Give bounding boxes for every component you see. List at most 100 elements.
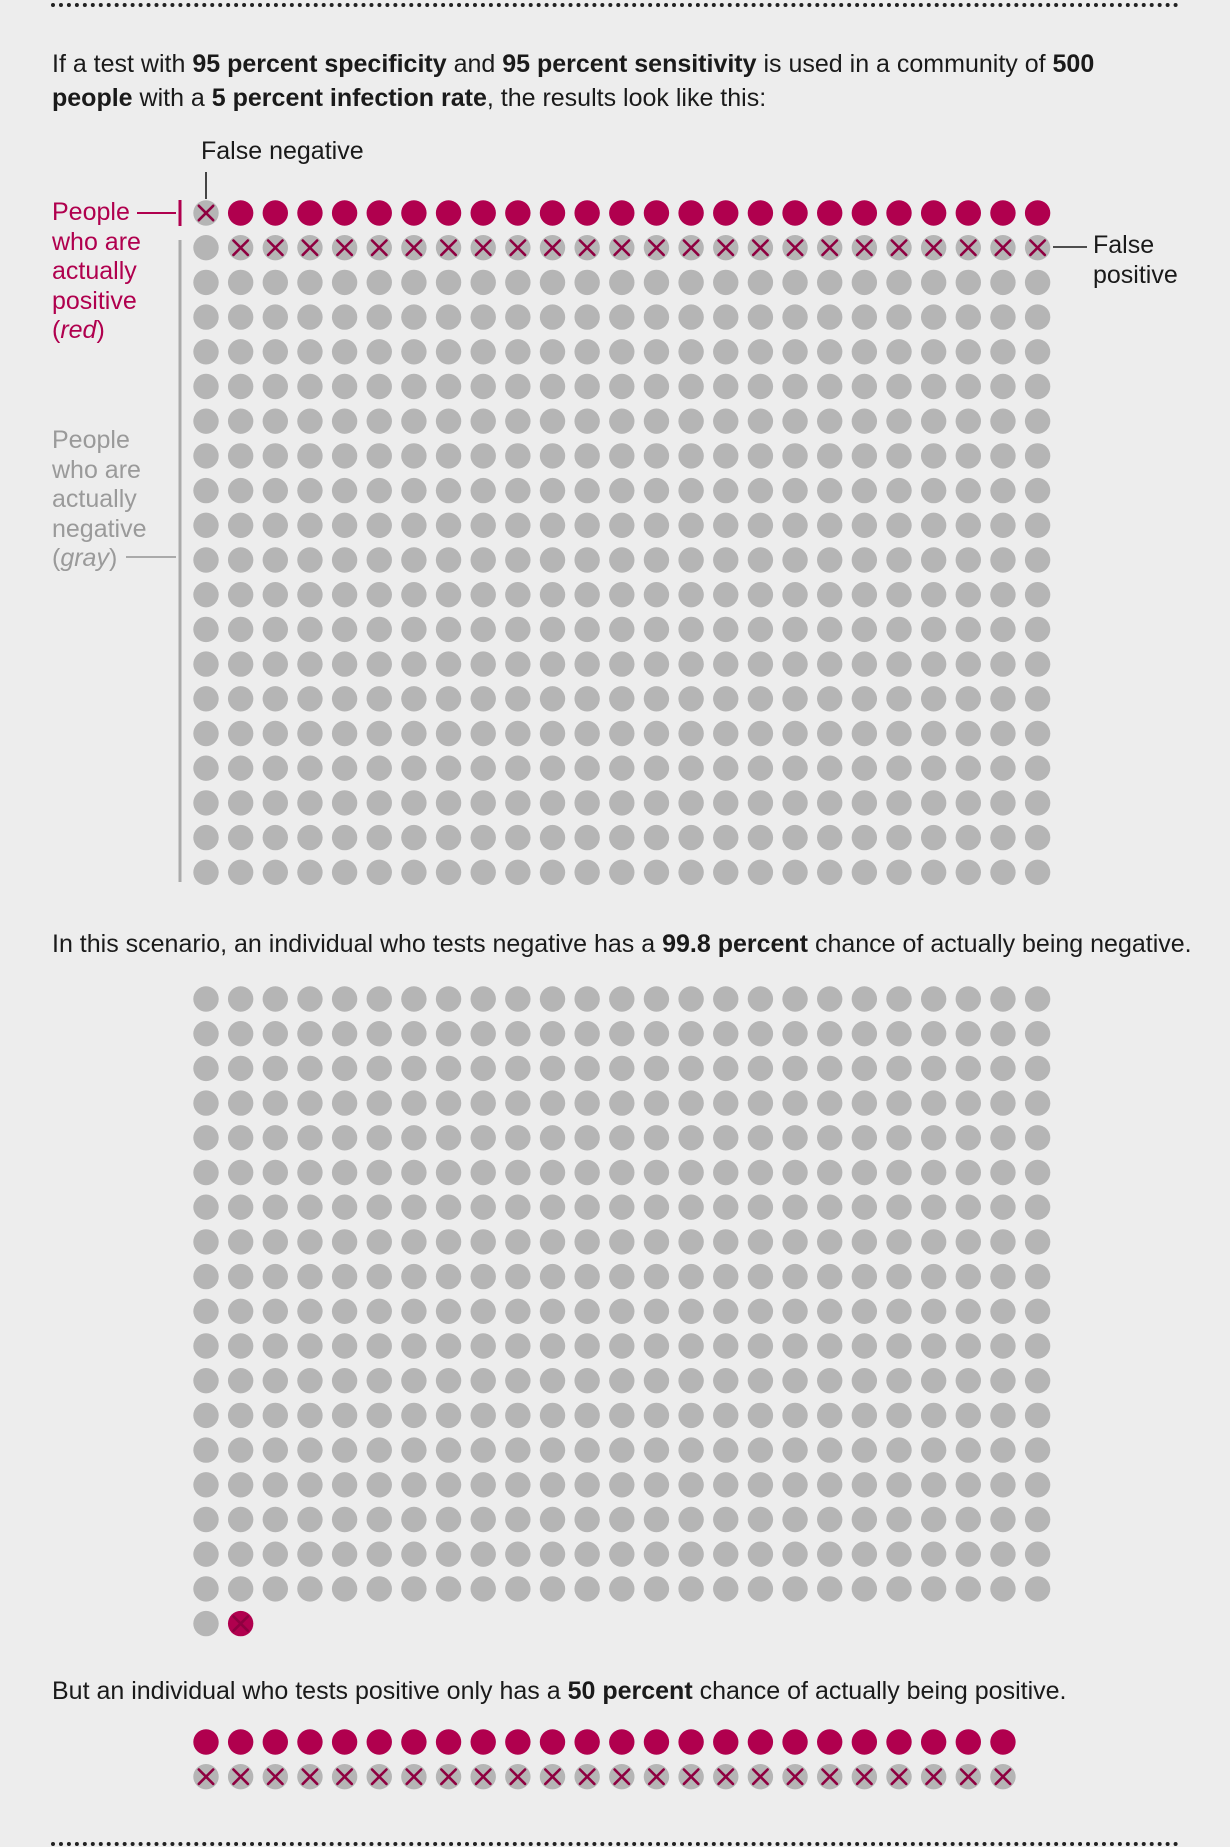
negative-dot	[401, 269, 427, 296]
true-negative-dot	[470, 1333, 496, 1359]
negative-dot	[747, 373, 774, 400]
negative-dot	[609, 408, 635, 434]
negative-dot	[262, 859, 288, 885]
negative-dot	[713, 616, 739, 643]
negative-dot	[366, 443, 392, 469]
negative-dot	[990, 408, 1016, 434]
true-negative-dot	[505, 1263, 531, 1290]
negative-dot	[817, 582, 843, 608]
negative-dot	[990, 686, 1016, 712]
negative-dot	[609, 824, 635, 851]
false-positive-dot	[955, 1764, 981, 1790]
true-negative-dot	[782, 1402, 808, 1429]
negative-dot	[886, 720, 912, 747]
true-negative-dot	[747, 1298, 774, 1325]
negative-dot	[331, 477, 358, 504]
true-negative-dot	[297, 1576, 323, 1602]
true-negative-dot	[713, 1055, 739, 1082]
true-negative-dot	[609, 1333, 635, 1359]
true-negative-dot	[886, 1472, 912, 1498]
true-negative-dot	[713, 1368, 739, 1394]
negative-dot	[539, 582, 566, 608]
true-negative-dot	[851, 1090, 878, 1116]
true-negative-dot	[782, 1020, 808, 1047]
negative-dot	[401, 339, 427, 365]
true-negative-dot	[713, 1298, 739, 1325]
negative-dot	[331, 547, 358, 573]
negative-dot	[227, 755, 254, 781]
false-positive-dot	[609, 1764, 635, 1790]
true-negative-dot	[643, 986, 670, 1012]
true-negative-dot	[886, 1229, 912, 1255]
negative-dot	[782, 512, 808, 538]
true-negative-dot	[1024, 1090, 1051, 1116]
true-negative-dot	[193, 1020, 219, 1047]
negative-dot	[955, 616, 981, 643]
negative-dot	[851, 443, 878, 469]
negative-dot	[886, 373, 912, 400]
true-negative-dot	[193, 1194, 219, 1220]
negative-dot	[678, 269, 704, 296]
intro-sensitivity: 95 percent sensitivity	[502, 50, 757, 78]
negative-dot	[851, 859, 878, 885]
negative-dot	[1024, 477, 1051, 504]
true-negative-dot	[713, 1020, 739, 1047]
negative-dot	[227, 443, 254, 469]
negative-dot	[262, 755, 288, 781]
bottom-dotted-rule	[51, 1842, 1179, 1846]
true-negative-dot	[643, 1125, 670, 1151]
negative-dot	[713, 824, 739, 851]
negative-dot	[435, 373, 462, 400]
true-negative-dot	[366, 1472, 392, 1498]
negative-dot	[1024, 755, 1051, 781]
true-negative-dot	[331, 1194, 358, 1220]
negative-dot	[435, 339, 462, 365]
negative-dot	[539, 720, 566, 747]
true-negative-dot	[401, 1576, 427, 1602]
true-negative-dot	[851, 1333, 878, 1359]
negative-dot	[782, 616, 808, 643]
negative-dot	[366, 859, 392, 885]
intro-paragraph: If a test with 95 percent specificity an…	[52, 47, 1172, 115]
negative-dot	[955, 512, 981, 538]
true-negative-dot	[227, 1194, 254, 1220]
negative-dot	[713, 408, 739, 434]
negative-dot	[817, 477, 843, 504]
false-positive-dot	[574, 235, 600, 261]
negative-dot	[505, 686, 531, 712]
true-negative-dot	[678, 1541, 704, 1567]
true-negative-dot	[574, 1263, 600, 1290]
true-positive-dot	[193, 1729, 219, 1755]
true-negative-dot	[747, 1437, 774, 1463]
true-negative-dot	[678, 1263, 704, 1290]
false-positive-dot	[990, 1764, 1016, 1790]
true-negative-dot	[920, 1541, 947, 1567]
true-negative-dot	[609, 1402, 635, 1429]
true-negative-dot	[713, 1229, 739, 1255]
true-negative-dot	[990, 1090, 1016, 1116]
true-negative-dot	[262, 1402, 288, 1429]
true-negative-dot	[435, 1333, 462, 1359]
true-negative-dot	[920, 1090, 947, 1116]
negative-dot	[227, 408, 254, 434]
negative-dot	[539, 443, 566, 469]
negative-dot	[678, 408, 704, 434]
true-negative-dot	[435, 986, 462, 1012]
true-negative-dot	[851, 1402, 878, 1429]
true-negative-dot	[678, 1506, 704, 1533]
true-negative-dot	[713, 1159, 739, 1186]
negative-dot	[678, 686, 704, 712]
negative-dot	[713, 582, 739, 608]
true-positive-dot	[643, 1729, 670, 1755]
true-negative-dot	[435, 1090, 462, 1116]
true-positive-dot	[574, 1729, 600, 1755]
positive-label-line-4: positive	[52, 286, 137, 315]
true-negative-dot	[643, 1333, 670, 1359]
positive-dot	[435, 200, 462, 226]
true-negative-dot	[366, 1368, 392, 1394]
true-negative-dot	[955, 1194, 981, 1220]
true-negative-dot	[782, 1472, 808, 1498]
true-positive-dot	[435, 1729, 462, 1755]
true-negative-dot	[505, 1541, 531, 1567]
negative-dot	[366, 720, 392, 747]
